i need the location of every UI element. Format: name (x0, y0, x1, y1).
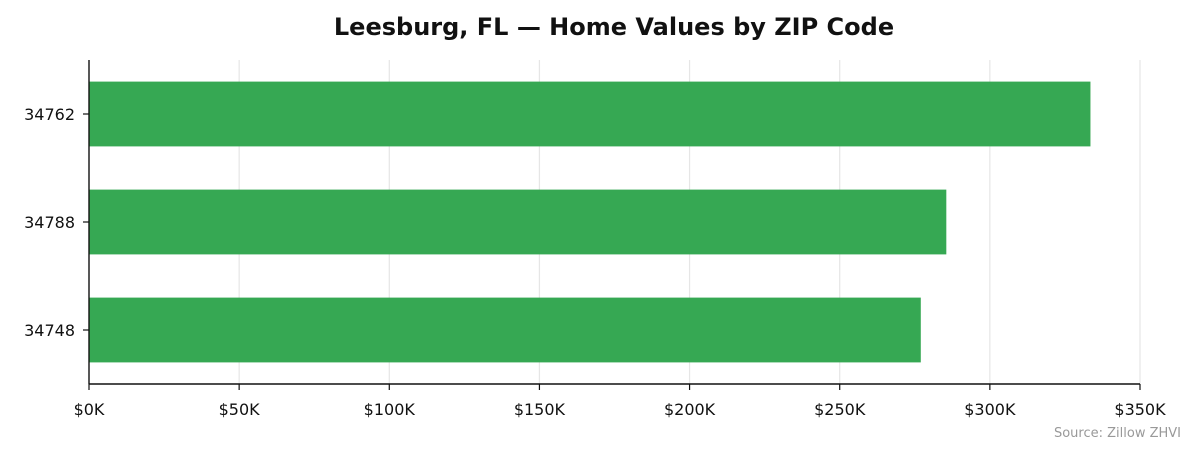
bars (89, 81, 1091, 363)
x-tick-label: $200K (664, 400, 716, 419)
x-tick-label: $350K (1114, 400, 1166, 419)
x-tick-label: $0K (74, 400, 105, 419)
bar (89, 297, 921, 363)
x-tick-label: $300K (964, 400, 1016, 419)
bar (89, 189, 947, 255)
y-axis-ticks: 34762 34788 34748 (24, 105, 89, 340)
source-note: Source: Zillow ZHVI (1054, 426, 1181, 441)
chart-title: Leesburg, FL — Home Values by ZIP Code (334, 13, 894, 41)
x-tick-label: $100K (364, 400, 416, 419)
x-tick-label: $250K (814, 400, 866, 419)
x-tick-label: $150K (514, 400, 566, 419)
bar (89, 81, 1091, 147)
y-tick-label: 34762 (24, 105, 75, 124)
x-tick-label: $50K (219, 400, 261, 419)
y-tick-label: 34788 (24, 213, 75, 232)
x-axis-ticks: $0K $50K $100K $150K $200K $250K $300K $350K (74, 384, 1166, 419)
y-tick-label: 34748 (24, 321, 75, 340)
